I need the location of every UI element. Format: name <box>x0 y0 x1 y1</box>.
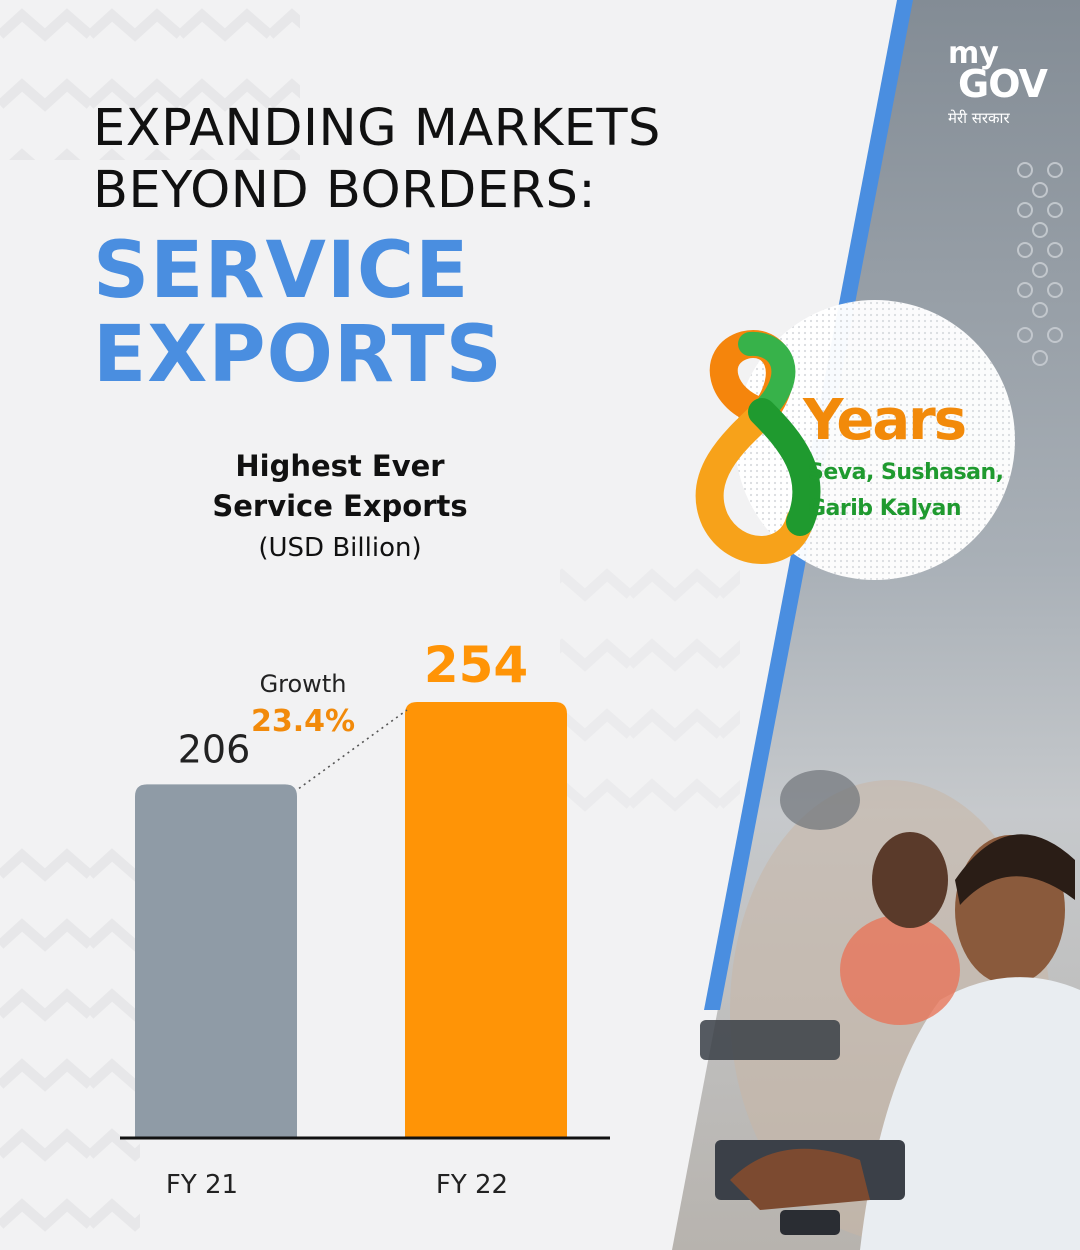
data-label-fy21: 206 <box>178 727 251 771</box>
headline-line-1: EXPANDING MARKETS <box>93 99 661 158</box>
bar-fy22 <box>405 702 567 1138</box>
bar-fy21 <box>135 784 297 1138</box>
headline-highlight-1: SERVICE <box>93 226 470 316</box>
office-scene <box>700 770 1080 1250</box>
eight-years-badge <box>695 300 1015 580</box>
x-tick-label: FY 21 <box>166 1170 238 1200</box>
chart-subtitle: (USD Billion) <box>258 533 422 563</box>
badge-tagline-1: Seva, Sushasan, <box>808 460 1004 485</box>
data-label-fy22: 254 <box>424 636 528 694</box>
logo-tagline: मेरी सरकार <box>948 109 1010 127</box>
mygov-logo: my GOV मेरी सरकार <box>940 36 1060 136</box>
badge-years-text: Years <box>803 388 967 453</box>
logo-my-text: my <box>948 36 999 71</box>
growth-connector-line <box>298 709 408 790</box>
growth-label: Growth <box>260 670 347 698</box>
headline-highlight-2: EXPORTS <box>93 310 503 400</box>
headline-line-2: BEYOND BORDERS: <box>93 161 597 220</box>
x-tick-label: FY 22 <box>436 1170 508 1200</box>
badge-tagline-2: Garib Kalyan <box>808 496 961 521</box>
logo-gov-text: GOV <box>958 62 1048 106</box>
badge-number-eight <box>695 330 821 564</box>
service-exports-bar-chart: FY 21 FY 22 206 254 Growth 23.4% <box>120 636 610 1200</box>
chart-title: Highest Ever Service Exports <box>212 449 468 523</box>
growth-value: 23.4% <box>251 704 355 739</box>
